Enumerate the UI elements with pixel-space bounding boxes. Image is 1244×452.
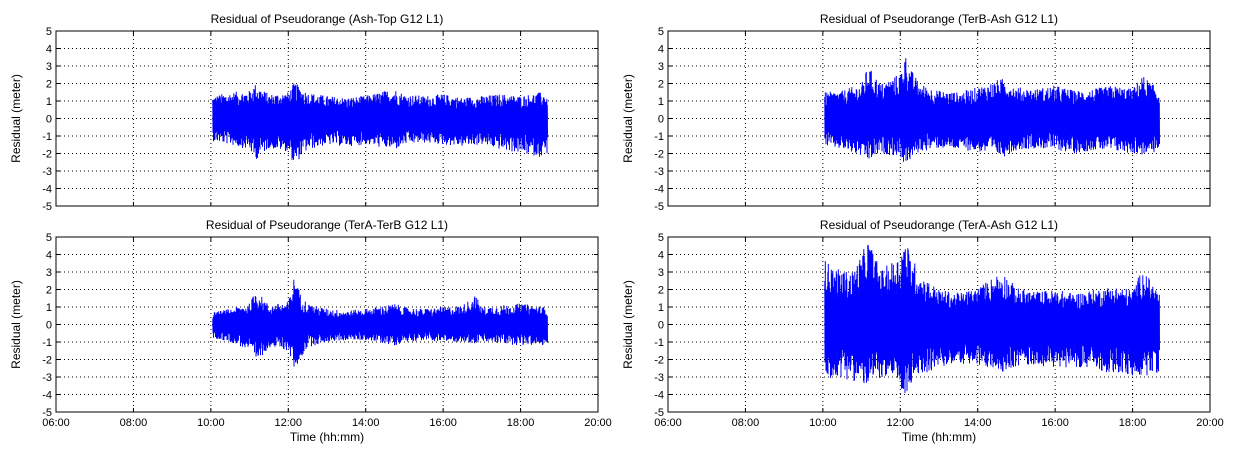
chart-panel-4: 5 4 3 2 1 0 -1 -2 -3 -4 -506:00 08:00 10:00 12:00 14:0…: [621, 218, 1224, 444]
x-axis-label: Time (hh:mm): [902, 430, 976, 444]
y-tick-label: 0: [658, 320, 664, 332]
y-tick-label: -3: [42, 372, 52, 384]
x-tick-label: 16:00: [429, 417, 457, 429]
y-tick-label: -2: [42, 149, 52, 161]
x-tick-label: 18:00: [507, 417, 535, 429]
y-tick-label: -4: [654, 390, 664, 402]
x-tick-label: 12:00: [275, 417, 303, 429]
y-tick-label: -5: [654, 407, 664, 419]
y-tick-label: 1: [658, 302, 664, 314]
y-tick-label: 3: [46, 61, 52, 73]
y-tick-label: 4: [658, 250, 664, 262]
x-tick-label: 18:00: [1119, 417, 1147, 429]
y-tick-label: -4: [42, 390, 52, 402]
x-tick-label: 20:00: [584, 417, 612, 429]
x-tick-label: 08:00: [120, 417, 148, 429]
x-tick-label: 14:00: [352, 417, 380, 429]
y-tick-label: 0: [46, 114, 52, 126]
y-tick-label: -3: [42, 166, 52, 178]
chart-title: Residual of Pseudorange (TerB-Ash G12 L1…: [820, 12, 1058, 26]
y-tick-label: -3: [654, 372, 664, 384]
x-axis-label: Time (hh:mm): [290, 430, 364, 444]
y-tick-label: 3: [658, 61, 664, 73]
y-tick-label: -4: [42, 184, 52, 196]
y-axis-label: Residual (meter): [9, 74, 23, 163]
x-tick-label: 06:00: [654, 417, 682, 429]
y-axis-label: Residual (meter): [621, 280, 635, 369]
residual-series-line: [212, 279, 548, 367]
y-tick-label: -4: [654, 184, 664, 196]
y-tick-label: 5: [658, 26, 664, 38]
x-tick-label: 12:00: [887, 417, 915, 429]
x-tick-label: 16:00: [1041, 417, 1069, 429]
y-tick-label: 2: [658, 285, 664, 297]
residual-series-line: [824, 244, 1160, 394]
y-tick-label: 4: [658, 44, 664, 56]
y-tick-label: -2: [654, 149, 664, 161]
x-tick-label: 10:00: [809, 417, 837, 429]
x-tick-label: 14:00: [964, 417, 992, 429]
x-tick-label: 06:00: [42, 417, 70, 429]
residual-series-line: [212, 83, 548, 160]
y-tick-label: 2: [46, 79, 52, 91]
y-tick-label: 2: [46, 285, 52, 297]
y-tick-label: 1: [658, 96, 664, 108]
chart-panel-2: 5 4 3 2 1 0 -1 -2 -3 -4 -5 Residual of Pseudorange …: [621, 12, 1211, 213]
y-tick-label: -1: [654, 337, 664, 349]
x-tick-label: 08:00: [732, 417, 760, 429]
chart-title: Residual of Pseudorange (TerA-Ash G12 L1…: [820, 218, 1058, 232]
y-tick-label: 3: [658, 267, 664, 279]
y-tick-label: 5: [46, 26, 52, 38]
y-tick-label: 0: [658, 114, 664, 126]
y-tick-label: 0: [46, 320, 52, 332]
chart-title: Residual of Pseudorange (TerA-TerB G12 L…: [206, 218, 448, 232]
y-tick-label: -5: [654, 201, 664, 213]
y-tick-label: -2: [42, 355, 52, 367]
y-tick-label: -5: [42, 201, 52, 213]
residual-series-line: [824, 58, 1160, 162]
x-tick-label: 20:00: [1196, 417, 1224, 429]
y-tick-label: 1: [46, 302, 52, 314]
chart-panel-1: 5 4 3 2 1 0 -1 -2 -3 -4 -5 Residual of Pseudorange …: [9, 12, 599, 213]
y-tick-label: -2: [654, 355, 664, 367]
y-tick-label: 4: [46, 250, 52, 262]
chart-title: Residual of Pseudorange (Ash-Top G12 L1): [211, 12, 444, 26]
y-tick-label: 4: [46, 44, 52, 56]
chart-panel-3: 5 4 3 2 1 0 -1 -2 -3 -4 -506:00 08:00 10:00 12:00 14:0…: [9, 218, 612, 444]
y-tick-label: -1: [654, 131, 664, 143]
x-tick-label: 10:00: [197, 417, 225, 429]
y-tick-label: 3: [46, 267, 52, 279]
y-tick-label: -1: [42, 337, 52, 349]
y-tick-label: 5: [658, 232, 664, 244]
y-tick-label: 5: [46, 232, 52, 244]
y-tick-label: -1: [42, 131, 52, 143]
y-axis-label: Residual (meter): [621, 74, 635, 163]
y-tick-label: -5: [42, 407, 52, 419]
y-axis-label: Residual (meter): [9, 280, 23, 369]
y-tick-label: 1: [46, 96, 52, 108]
y-tick-label: 2: [658, 79, 664, 91]
y-tick-label: -3: [654, 166, 664, 178]
